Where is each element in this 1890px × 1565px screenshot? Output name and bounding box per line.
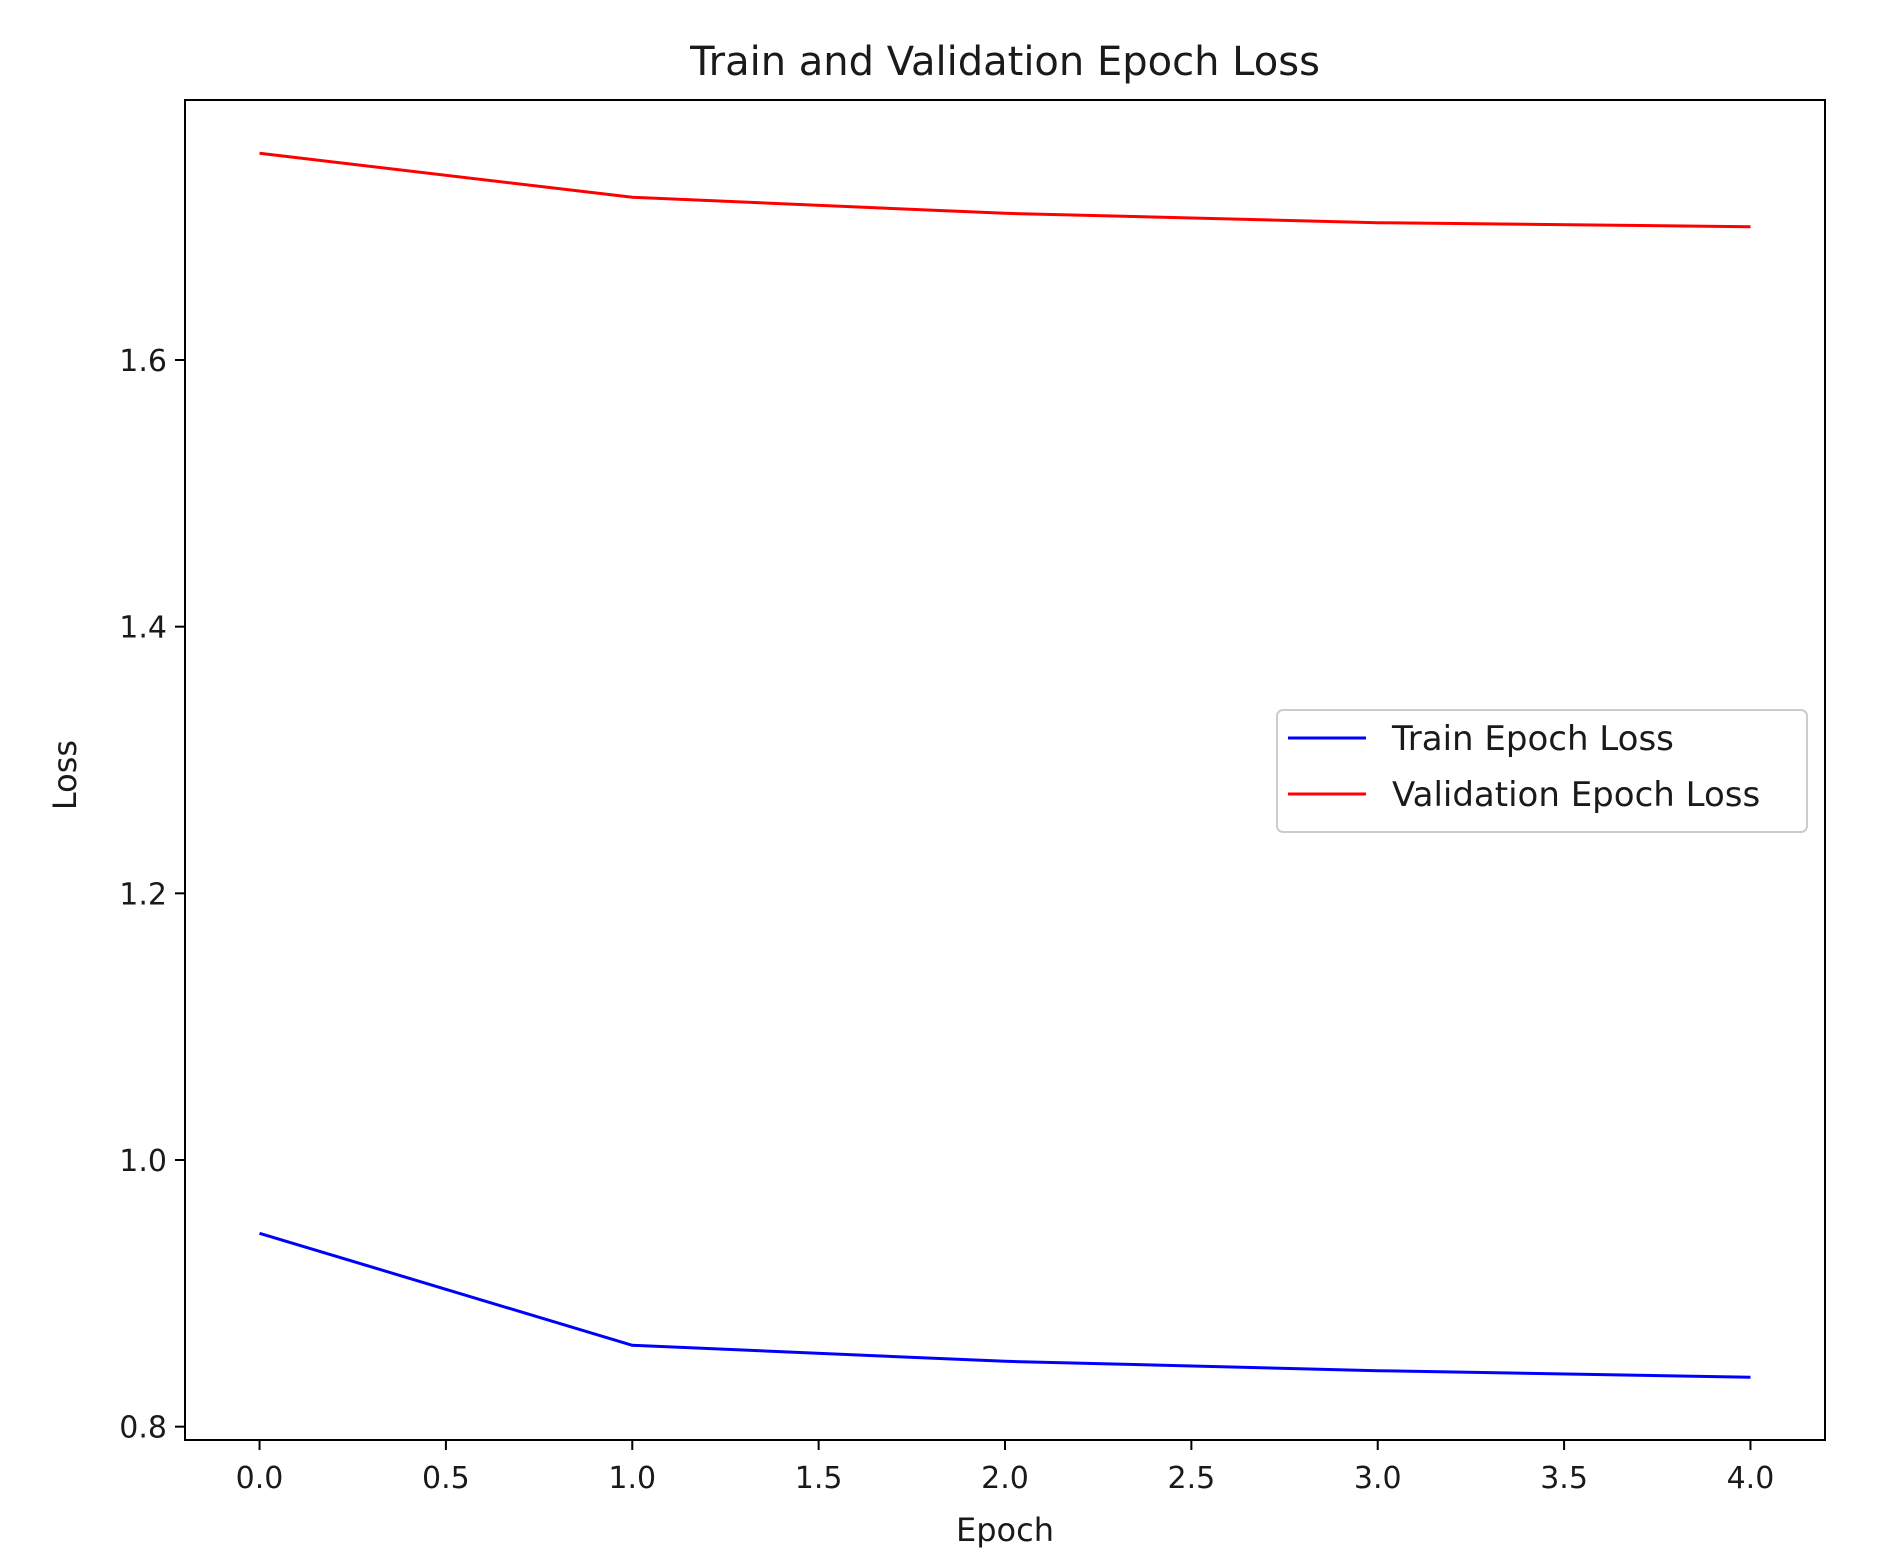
y-axis-ticks: 0.8 1.0 1.2 1.4 1.6 <box>119 344 185 1446</box>
x-tick-label: 4.0 <box>1727 1461 1775 1496</box>
y-tick-label: 1.6 <box>119 344 167 379</box>
x-tick-label: 1.5 <box>795 1461 843 1496</box>
x-tick-label: 0.0 <box>236 1461 284 1496</box>
x-axis-ticks: 0.0 0.5 1.0 1.5 2.0 2.5 3.0 3.5 4.0 <box>236 1440 1775 1496</box>
x-tick-label: 2.5 <box>1168 1461 1216 1496</box>
legend: Train Epoch Loss Validation Epoch Loss <box>1276 709 1808 833</box>
chart-title: Train and Validation Epoch Loss <box>689 39 1320 85</box>
y-tick-label: 1.0 <box>119 1144 167 1179</box>
validation-loss-line <box>259 151 1751 229</box>
legend-label-train: Train Epoch Loss <box>1391 719 1674 759</box>
x-tick-label: 1.0 <box>608 1461 656 1496</box>
y-tick-label: 1.4 <box>119 611 167 646</box>
legend-box <box>1276 709 1808 833</box>
y-tick-label: 0.8 <box>119 1411 167 1446</box>
x-axis-label: Epoch <box>956 1511 1054 1549</box>
x-tick-label: 0.5 <box>422 1461 470 1496</box>
plot-lines <box>259 151 1751 1379</box>
train-loss-line <box>259 1231 1751 1379</box>
x-tick-label: 3.0 <box>1354 1461 1402 1496</box>
legend-label-validation: Validation Epoch Loss <box>1392 775 1760 815</box>
x-tick-label: 2.0 <box>981 1461 1029 1496</box>
x-tick-label: 3.5 <box>1540 1461 1588 1496</box>
y-axis-label: Loss <box>46 740 84 810</box>
y-tick-label: 1.2 <box>119 877 167 912</box>
